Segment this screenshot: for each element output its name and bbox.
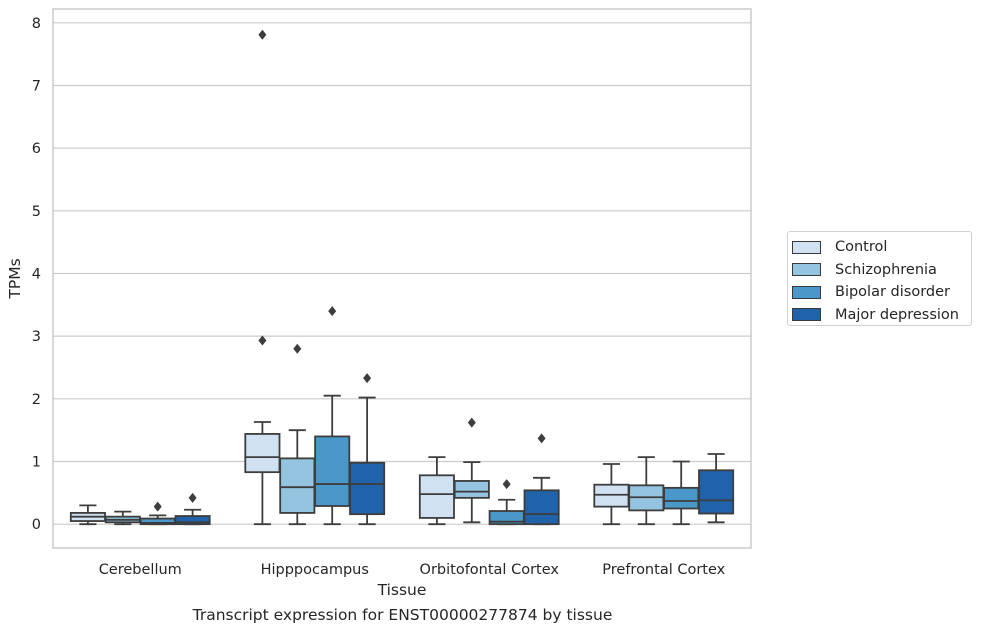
legend-label: Schizophrenia [835,261,937,278]
y-tick-label: 0 [32,517,41,533]
legend-label: Control [835,239,888,256]
x-tick-label: Prefrontal Cortex [602,562,725,578]
legend-swatch-control [792,240,821,254]
legend-swatch-bipolar-disorder [792,285,821,299]
legend-item-bipolar-disorder: Bipolar disorder [792,281,971,304]
outlier-marker [363,373,372,384]
outlier-marker [467,417,476,428]
x-tick-label: Orbitofontal Cortex [420,562,560,578]
legend-swatch-major-depression [792,308,821,322]
outlier-marker [188,492,197,503]
legend-swatch-schizophrenia [792,263,821,277]
y-tick-label: 5 [32,204,41,220]
box [244,433,281,474]
x-axis-label: Tissue [377,581,427,599]
legend: Control Schizophrenia Bipolar disorder M… [787,231,972,326]
y-tick-label: 3 [32,329,41,345]
y-axis-label: TPMs [6,258,24,299]
plot-frame [52,8,752,549]
y-tick-label: 1 [32,455,41,471]
legend-label: Bipolar disorder [835,284,950,301]
box [418,474,455,519]
box [453,480,490,499]
box [279,457,316,514]
legend-item-major-depression: Major depression [792,304,971,327]
outlier-marker [328,306,337,317]
outlier-marker [502,479,511,490]
legend-item-control: Control [792,236,971,259]
outlier-marker [293,343,302,354]
outlier-marker [258,335,267,346]
y-tick-label: 4 [32,266,41,282]
figure-caption: Transcript expression for ENST0000027787… [192,606,613,624]
x-tick-label: Hipppocampus [261,562,369,578]
box [523,489,560,526]
legend-item-schizophrenia: Schizophrenia [792,259,971,282]
box [349,461,386,516]
y-tick-label: 7 [32,78,41,94]
outlier-marker [153,501,162,512]
box [698,469,735,515]
y-tick-label: 8 [32,16,41,32]
outlier-marker [537,433,546,444]
y-tick-label: 2 [32,392,41,408]
legend-label: Major depression [835,306,959,323]
x-tick-label: Cerebellum [99,562,182,578]
box [314,435,351,507]
outlier-marker [258,29,267,40]
box [663,486,700,510]
box [593,483,630,508]
y-tick-label: 6 [32,141,41,157]
box [174,515,211,526]
